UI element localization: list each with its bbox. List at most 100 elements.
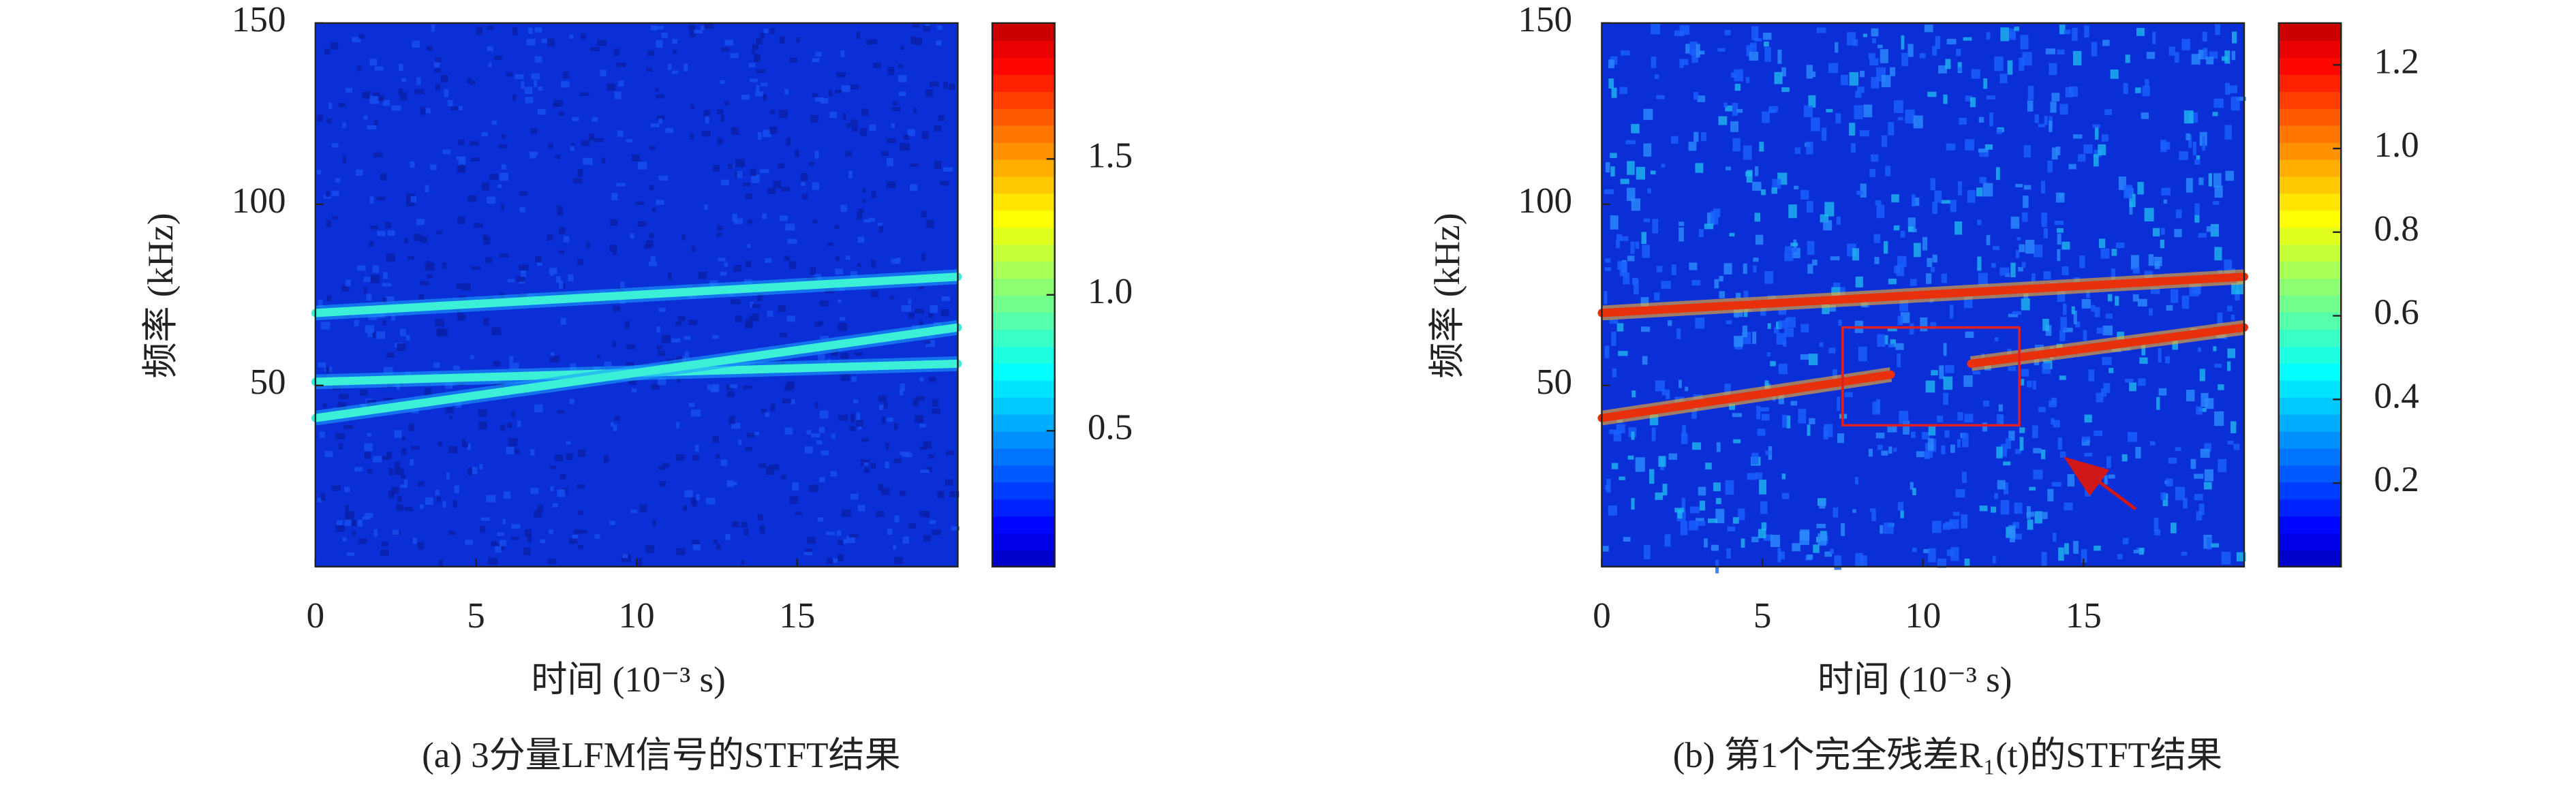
- noise: [2181, 551, 2188, 556]
- colorbar-step: [2278, 532, 2342, 551]
- noise: [344, 520, 352, 526]
- noise: [412, 40, 420, 48]
- noise: [2203, 482, 2212, 490]
- noise: [391, 486, 399, 495]
- noise: [2194, 159, 2201, 165]
- noise: [506, 72, 513, 77]
- noise: [2135, 447, 2141, 458]
- noise: [390, 315, 396, 321]
- noise: [2069, 86, 2078, 97]
- noise: [1753, 265, 1757, 272]
- noise: [837, 540, 844, 546]
- noise: [749, 78, 758, 82]
- noise: [2043, 271, 2051, 280]
- noise: [938, 115, 945, 121]
- colorbar-step: [992, 532, 1055, 551]
- noise: [817, 354, 825, 360]
- noise: [555, 276, 561, 283]
- noise: [603, 454, 609, 463]
- noise: [416, 219, 425, 225]
- noise: [1610, 215, 1619, 230]
- noise: [647, 50, 654, 57]
- noise: [945, 450, 955, 456]
- noise: [2204, 469, 2213, 482]
- y-tick-label: 150: [1518, 0, 1573, 40]
- noise: [377, 230, 386, 236]
- noise: [1612, 368, 1617, 377]
- noise: [919, 320, 923, 326]
- noise: [2081, 549, 2087, 563]
- noise: [784, 89, 789, 95]
- noise: [907, 129, 915, 136]
- noise: [841, 510, 851, 517]
- noise: [515, 74, 524, 80]
- noise: [487, 46, 493, 52]
- noise: [481, 182, 490, 191]
- noise: [720, 459, 728, 466]
- noise: [499, 172, 509, 181]
- noise: [1774, 327, 1779, 334]
- noise: [658, 350, 665, 356]
- noise: [848, 170, 853, 178]
- noise: [673, 49, 677, 54]
- noise: [782, 399, 792, 404]
- noise: [1855, 552, 1863, 567]
- noise: [1885, 166, 1891, 176]
- noise: [1679, 59, 1684, 68]
- noise: [566, 441, 571, 445]
- noise: [716, 454, 720, 459]
- noise: [2233, 443, 2240, 450]
- noise: [399, 328, 406, 337]
- noise: [1766, 352, 1770, 357]
- noise: [497, 532, 504, 536]
- noise: [656, 94, 664, 99]
- noise: [1636, 166, 1646, 180]
- noise: [949, 490, 960, 498]
- noise: [840, 204, 848, 212]
- noise: [1941, 445, 1946, 454]
- noise: [637, 221, 647, 228]
- noise: [2117, 554, 2123, 559]
- noise: [1658, 456, 1666, 467]
- noise: [838, 323, 848, 331]
- noise: [2081, 298, 2091, 309]
- noise: [893, 544, 897, 550]
- noise: [467, 78, 472, 83]
- noise: [1955, 488, 1965, 498]
- noise: [752, 304, 761, 308]
- noise: [2130, 255, 2139, 270]
- noise: [1965, 95, 1973, 102]
- noise: [789, 57, 798, 63]
- noise: [578, 449, 586, 457]
- noise: [1887, 327, 1897, 332]
- noise: [894, 515, 900, 523]
- x-tick-label: 0: [1593, 596, 1611, 636]
- noise: [363, 115, 368, 120]
- noise: [1616, 323, 1624, 332]
- noise: [367, 433, 372, 437]
- noise: [937, 25, 942, 30]
- noise: [845, 255, 850, 260]
- noise: [784, 384, 793, 391]
- noise: [704, 23, 714, 29]
- noise: [2156, 396, 2160, 410]
- noise: [2129, 193, 2136, 208]
- noise: [1652, 219, 1659, 234]
- noise: [800, 172, 808, 181]
- noise: [2102, 40, 2110, 46]
- noise: [1609, 429, 1617, 435]
- noise: [1949, 519, 1959, 529]
- noise: [1855, 91, 1862, 98]
- noise: [418, 294, 425, 300]
- y-axis-label: 频率 (kHz): [141, 213, 181, 379]
- noise: [2021, 379, 2025, 386]
- noise: [1749, 52, 1759, 61]
- noise: [1761, 522, 1767, 531]
- noise: [1888, 279, 1897, 285]
- noise: [661, 32, 669, 38]
- noise: [530, 449, 535, 456]
- noise: [1911, 194, 1916, 207]
- noise: [420, 281, 429, 285]
- noise: [923, 511, 930, 518]
- noise: [572, 535, 579, 541]
